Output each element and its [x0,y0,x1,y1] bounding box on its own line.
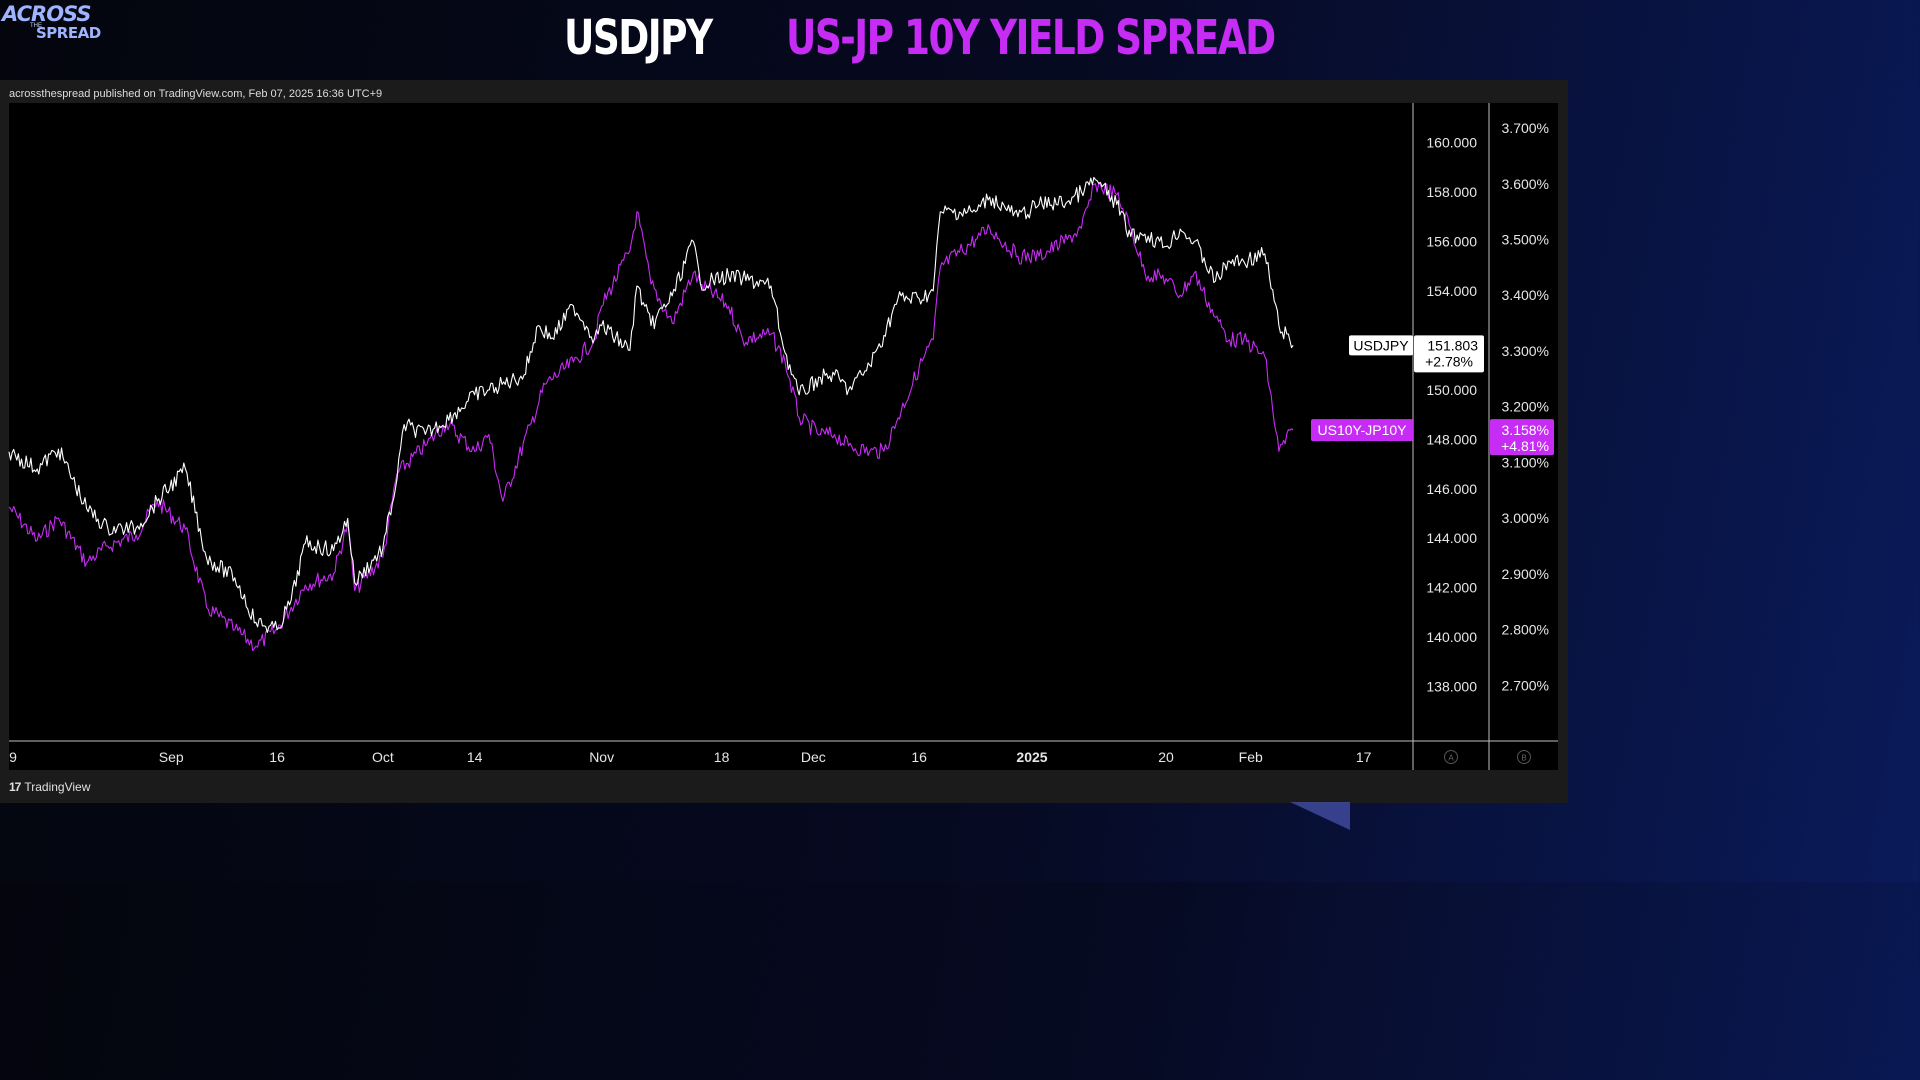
x-axis: 9 Sep 16 Oct 14 Nov 18 Dec 16 2025 20 Feb 17 A B [9,749,1531,765]
x-tick-label: 18 [714,749,730,765]
tradingview-brand: 17 TradingView [9,780,90,794]
axis-b-tick-label: 3.500% [1502,232,1549,248]
x-tick-label: Sep [159,749,184,765]
series-group [8,176,1294,652]
logo-text-line1: ACROSS [2,2,92,26]
logo-text-line2: THE [30,23,42,29]
axis-b-scale-label: B [1521,754,1526,763]
axis-a-tick-label: 138.000 [1426,679,1477,695]
series-line-us10y-jp10y [8,182,1294,652]
logo-text-line3: SPREAD [36,24,101,42]
axis-a-scale-label: A [1448,754,1454,763]
title-usdjpy: USDJPY [564,10,713,66]
usdjpy-name-tag [1349,335,1413,356]
x-tick-label: Nov [589,749,614,765]
spread-name-tag [1311,419,1413,442]
x-tick-label: 9 [9,749,17,765]
axis-a-tick-label: 156.000 [1426,233,1477,249]
x-tick-label: Feb [1239,749,1263,765]
spread-last-value: 3.158% [1502,422,1549,438]
axis-a-scale-button[interactable] [1444,750,1458,764]
axis-b-tick-label: 2.700% [1502,677,1549,693]
plot-background [9,103,1558,770]
axis-b-tick-label: 3.300% [1502,343,1549,359]
tradingview-logo-icon: 17 [9,780,21,794]
series-line-usdjpy [8,176,1294,634]
axis-b-tick-label: 3.400% [1502,287,1549,303]
axis-b-tick-label: 2.900% [1502,566,1549,582]
axis-a-tick-label: 160.000 [1426,135,1477,151]
spread-change: +4.81% [1501,438,1549,454]
usdjpy-last-price: 151.803 [1427,337,1478,353]
across-the-spread-logo: ACROSS THE SPREAD [2,4,101,41]
decorative-shape [1290,802,1350,830]
axis-a-tick-label: 148.000 [1426,431,1477,447]
axis-b-tick-label: 3.000% [1502,510,1549,526]
title-yield-spread: US-JP 10Y YIELD SPREAD [786,10,1276,66]
axis-a-tick-label: 142.000 [1426,580,1477,596]
axis-a-tick-label: 140.000 [1426,629,1477,645]
x-tick-label: Dec [801,749,826,765]
axis-a-tick-label: 146.000 [1426,481,1477,497]
spread-name-text: US10Y-JP10Y [1318,422,1408,438]
x-tick-label: 17 [1356,749,1372,765]
series-labels: USDJPY 151.803+2.78% US10Y-JP10Y 3.158%+4.8… [1311,335,1554,456]
axis-b-tick-label: 2.800% [1502,622,1549,638]
axis-a-tick-label: 144.000 [1426,530,1477,546]
x-tick-label: 20 [1158,749,1174,765]
x-tick-label: 14 [467,749,483,765]
chart-svg: 138.000 140.000 142.000 144.000 146.000 148.0… [8,103,1558,770]
spread-value-tag [1490,419,1554,456]
usdjpy-change: +2.78% [1425,353,1473,369]
x-tick-label: Oct [372,749,394,765]
x-tick-label: 16 [911,749,927,765]
axis-a-tick-label: 150.000 [1426,382,1477,398]
axis-b-tick-label: 3.700% [1502,120,1549,136]
publish-note: acrossthespread published on TradingView… [9,88,383,100]
axis-a-tick-label: 158.000 [1426,184,1477,200]
axis-a-tick-label: 154.000 [1426,283,1477,299]
axis-b-tick-label: 3.600% [1502,176,1549,192]
axis-b-tick-label: 3.200% [1502,399,1549,415]
x-tick-label: 2025 [1016,749,1047,765]
x-tick-label: 16 [269,749,285,765]
tradingview-brand-label: TradingView [24,780,91,794]
axis-b-tick-label: 3.100% [1502,454,1549,470]
usdjpy-name-text: USDJPY [1353,337,1409,353]
axis-b-scale-button[interactable] [1517,750,1531,764]
usdjpy-price-tag [1414,335,1484,373]
